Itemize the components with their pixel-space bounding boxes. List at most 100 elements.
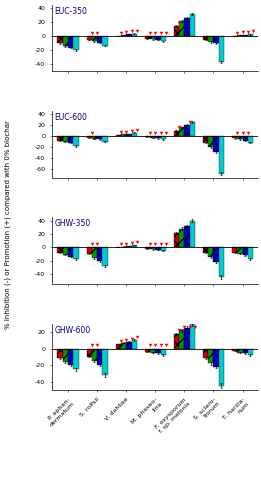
- Bar: [190, 122, 195, 136]
- Bar: [63, 248, 68, 254]
- Bar: [208, 248, 213, 257]
- Bar: [161, 36, 166, 42]
- Bar: [132, 246, 137, 248]
- Bar: [174, 130, 179, 136]
- Bar: [132, 34, 137, 36]
- Bar: [150, 136, 155, 138]
- Bar: [73, 348, 79, 370]
- Bar: [87, 248, 92, 254]
- Bar: [203, 248, 208, 252]
- Bar: [161, 136, 166, 140]
- Bar: [208, 136, 213, 147]
- Bar: [219, 136, 224, 173]
- Bar: [121, 342, 126, 348]
- Bar: [155, 136, 161, 138]
- Bar: [92, 248, 97, 258]
- Bar: [179, 21, 184, 36]
- Bar: [248, 348, 253, 355]
- Bar: [232, 248, 237, 252]
- Bar: [97, 248, 102, 260]
- Bar: [203, 348, 208, 358]
- Bar: [132, 133, 137, 136]
- Bar: [203, 136, 208, 142]
- Text: EUC-350: EUC-350: [54, 7, 87, 16]
- Bar: [63, 348, 68, 362]
- Bar: [190, 324, 195, 348]
- Bar: [174, 334, 179, 348]
- Bar: [63, 136, 68, 141]
- Bar: [68, 248, 73, 256]
- Bar: [97, 36, 102, 43]
- Bar: [150, 348, 155, 352]
- Bar: [126, 34, 132, 36]
- Bar: [190, 14, 195, 36]
- Bar: [102, 248, 108, 266]
- Bar: [68, 348, 73, 365]
- Bar: [121, 134, 126, 136]
- Bar: [121, 246, 126, 248]
- Bar: [145, 348, 150, 352]
- Bar: [203, 36, 208, 40]
- Bar: [242, 248, 248, 256]
- Bar: [87, 136, 92, 138]
- Bar: [57, 36, 63, 44]
- Bar: [150, 36, 155, 39]
- Bar: [248, 248, 253, 259]
- Bar: [155, 248, 161, 250]
- Bar: [63, 36, 68, 46]
- Bar: [121, 35, 126, 36]
- Bar: [219, 36, 224, 62]
- Bar: [184, 125, 190, 136]
- Bar: [73, 36, 79, 51]
- Bar: [73, 248, 79, 259]
- Bar: [155, 36, 161, 40]
- Bar: [102, 136, 108, 141]
- Text: GHW-600: GHW-600: [54, 326, 91, 334]
- Bar: [97, 348, 102, 365]
- Bar: [219, 248, 224, 277]
- Bar: [232, 136, 237, 138]
- Bar: [232, 348, 237, 351]
- Bar: [179, 330, 184, 348]
- Bar: [116, 135, 121, 136]
- Bar: [57, 248, 63, 252]
- Bar: [92, 348, 97, 361]
- Bar: [102, 36, 108, 46]
- Bar: [237, 35, 242, 36]
- Bar: [87, 36, 92, 40]
- Text: GHW-350: GHW-350: [54, 220, 91, 228]
- Bar: [126, 342, 132, 348]
- Bar: [92, 136, 97, 139]
- Bar: [248, 136, 253, 142]
- Bar: [92, 36, 97, 42]
- Bar: [161, 348, 166, 355]
- Bar: [242, 35, 248, 36]
- Text: EUC-600: EUC-600: [54, 113, 87, 122]
- Bar: [242, 348, 248, 354]
- Bar: [184, 18, 190, 36]
- Bar: [68, 36, 73, 48]
- Bar: [179, 127, 184, 136]
- Bar: [116, 344, 121, 348]
- Bar: [237, 136, 242, 140]
- Bar: [57, 348, 63, 358]
- Text: % Inhibition (-) or Promotion (+) compared with 0% biochar: % Inhibition (-) or Promotion (+) compar…: [5, 120, 11, 330]
- Bar: [161, 248, 166, 250]
- Bar: [57, 136, 63, 140]
- Bar: [242, 136, 248, 140]
- Bar: [97, 136, 102, 140]
- Bar: [179, 228, 184, 248]
- Bar: [150, 248, 155, 250]
- Bar: [126, 246, 132, 248]
- Bar: [190, 220, 195, 248]
- Bar: [184, 226, 190, 248]
- Bar: [132, 340, 137, 348]
- Bar: [248, 34, 253, 36]
- Bar: [237, 348, 242, 352]
- Bar: [219, 348, 224, 386]
- Bar: [155, 348, 161, 354]
- Bar: [213, 348, 219, 367]
- Bar: [87, 348, 92, 357]
- Bar: [174, 26, 179, 36]
- Bar: [73, 136, 79, 146]
